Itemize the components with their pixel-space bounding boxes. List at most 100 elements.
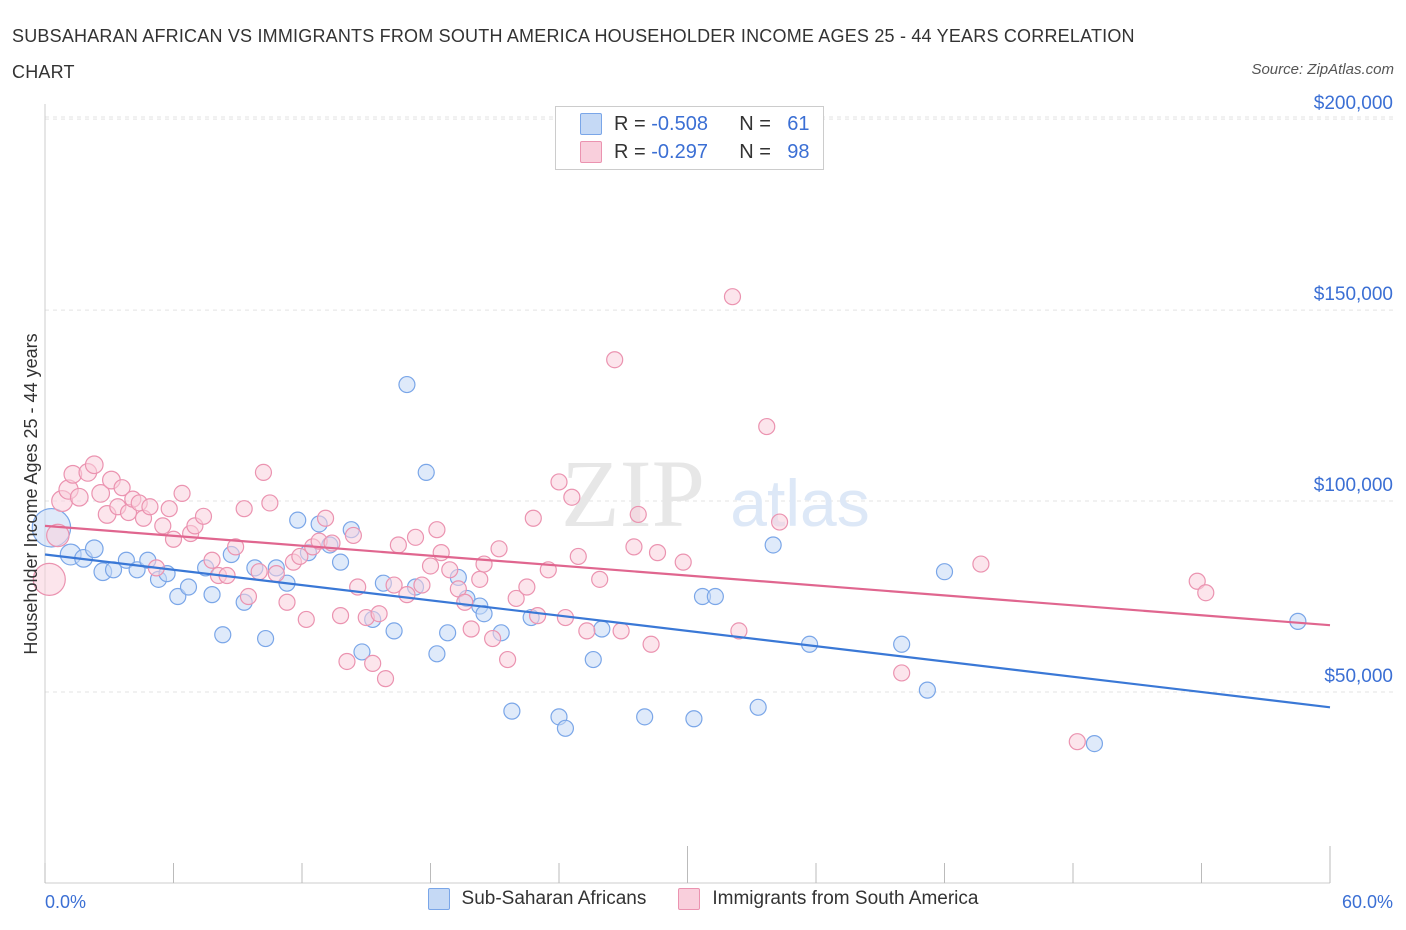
data-point xyxy=(164,530,183,548)
data-point xyxy=(706,587,724,606)
data-point xyxy=(918,681,936,699)
data-point xyxy=(169,587,187,606)
legend-item-immigrants[interactable]: Immigrants from South America xyxy=(678,888,978,910)
data-point xyxy=(456,593,474,611)
swatch-blue xyxy=(580,113,602,135)
data-point xyxy=(730,622,748,640)
data-point xyxy=(1068,733,1086,751)
data-point xyxy=(316,509,335,527)
data-point xyxy=(413,576,431,594)
data-point xyxy=(428,521,446,539)
trend-line-0 xyxy=(44,553,1331,709)
n-label: N = xyxy=(739,112,771,135)
data-point xyxy=(625,538,643,556)
data-point xyxy=(69,487,89,507)
data-point xyxy=(344,526,362,545)
data-point xyxy=(113,479,131,497)
data-point xyxy=(591,570,609,588)
data-point xyxy=(203,551,221,569)
data-point xyxy=(385,576,403,594)
series-immigrants-south-america xyxy=(32,288,1215,751)
legend-swatch-pink xyxy=(678,888,701,910)
y-tick-label: $50,000 xyxy=(1324,666,1393,687)
data-point xyxy=(364,654,382,672)
data-point xyxy=(370,605,388,623)
swatch-pink xyxy=(580,141,602,163)
data-point xyxy=(227,538,245,556)
n-value: 98 xyxy=(787,140,810,163)
data-point xyxy=(893,664,911,682)
data-point xyxy=(758,417,776,436)
r-label: R = xyxy=(614,140,646,163)
data-point xyxy=(648,544,667,562)
data-point xyxy=(179,578,198,596)
data-point xyxy=(528,607,547,625)
data-point xyxy=(203,586,221,604)
data-point xyxy=(563,488,581,506)
data-point xyxy=(507,589,525,608)
r-label: R = xyxy=(614,112,646,135)
data-point xyxy=(353,643,371,661)
trend-line-1 xyxy=(44,524,1331,627)
x-tick-label-min: 0.0% xyxy=(45,892,86,912)
data-point xyxy=(398,375,416,394)
data-point xyxy=(1085,734,1104,753)
data-point xyxy=(593,620,611,638)
data-point xyxy=(160,500,178,518)
data-point xyxy=(584,650,602,669)
data-point xyxy=(406,528,425,546)
x-tick-label-max: 60.0% xyxy=(1342,892,1393,912)
data-point xyxy=(462,620,480,638)
data-point xyxy=(376,670,395,688)
data-point xyxy=(471,570,489,588)
data-point xyxy=(484,629,502,648)
y-axis-label: Householder Income Ages 25 - 44 years xyxy=(21,333,41,654)
data-point xyxy=(674,553,692,571)
chart-title: SUBSAHARAN AFRICAN VS IMMIGRANTS FROM SO… xyxy=(12,26,1135,82)
data-point xyxy=(289,511,307,529)
data-point xyxy=(578,622,596,640)
data-point xyxy=(524,509,542,527)
stats-row-sub-saharan: R = -0.508 N = 61 xyxy=(580,112,810,136)
data-point xyxy=(256,629,275,648)
trend-lines xyxy=(44,524,1331,709)
data-point xyxy=(267,565,285,583)
data-point xyxy=(417,463,435,482)
data-point xyxy=(84,539,104,559)
data-point xyxy=(503,702,521,720)
data-point xyxy=(499,650,517,669)
series-sub-saharan-africans xyxy=(31,375,1307,753)
data-point xyxy=(972,555,990,573)
data-point xyxy=(331,607,350,625)
data-point xyxy=(518,578,536,596)
data-point xyxy=(398,586,416,604)
source-label: Source: ZipAtlas.com xyxy=(1251,61,1394,78)
legend-label: Immigrants from South America xyxy=(712,888,979,909)
data-point xyxy=(439,624,457,642)
data-point xyxy=(239,587,258,606)
data-point xyxy=(291,547,309,566)
data-point xyxy=(278,593,296,611)
data-point xyxy=(261,494,279,512)
data-point xyxy=(154,517,172,535)
data-point xyxy=(46,523,70,548)
n-label: N = xyxy=(739,140,771,163)
data-point xyxy=(428,645,446,663)
data-point xyxy=(1188,572,1206,590)
data-point xyxy=(421,557,440,575)
data-point xyxy=(723,288,742,306)
data-point xyxy=(141,498,159,516)
data-point xyxy=(385,622,403,640)
series-legend: Sub-Saharan Africans Immigrants from Sou… xyxy=(0,888,1406,910)
data-point xyxy=(214,626,232,644)
data-point xyxy=(432,544,450,562)
data-point xyxy=(173,484,191,503)
r-value: -0.508 xyxy=(651,112,708,135)
y-tick-label: $200,000 xyxy=(1314,93,1393,114)
data-point xyxy=(84,455,104,475)
y-tick-label: $100,000 xyxy=(1314,475,1393,496)
legend-item-sub-saharan[interactable]: Sub-Saharan Africans xyxy=(427,888,646,910)
data-point xyxy=(91,484,111,503)
data-point xyxy=(235,500,253,518)
